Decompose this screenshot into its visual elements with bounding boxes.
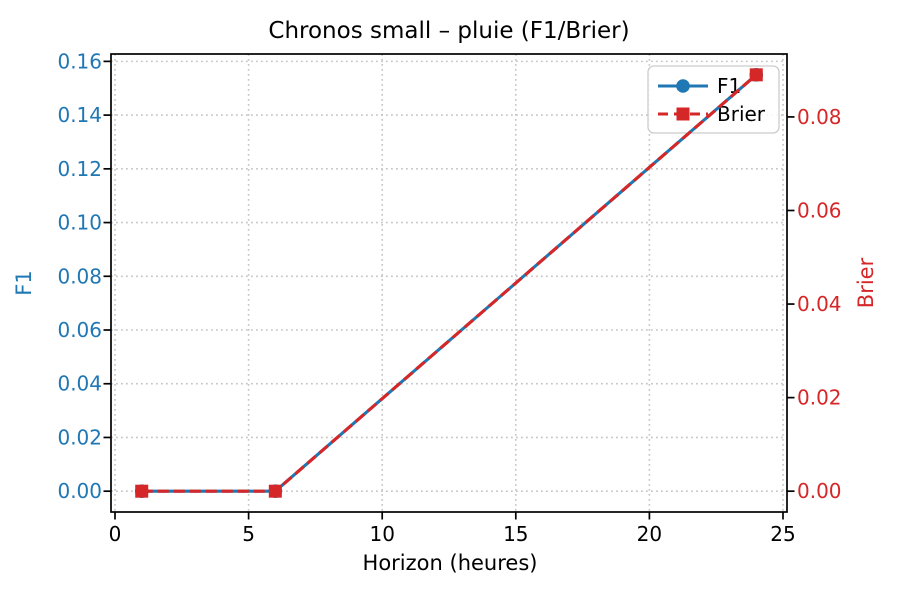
left-tick-label: 0.16: [57, 49, 102, 73]
left-tick-label: 0.08: [57, 264, 102, 288]
right-tick-label: 0.04: [797, 292, 842, 316]
left-tick-label: 0.14: [57, 103, 102, 127]
x-tick-label: 15: [503, 522, 528, 546]
x-tick-label: 5: [242, 522, 255, 546]
x-tick-label: 10: [369, 522, 394, 546]
legend-circle-marker-icon: [676, 79, 690, 93]
data-point-brier: [135, 484, 149, 498]
legend-label: F1: [717, 74, 741, 98]
x-tick-label: 25: [770, 522, 795, 546]
right-tick-label: 0.00: [797, 479, 842, 503]
right-tick-label: 0.08: [797, 105, 842, 129]
plot-border: [110, 53, 788, 513]
x-axis-label: Horizon (heures): [363, 551, 538, 575]
left-tick-label: 0.00: [57, 479, 102, 503]
x-tick-label: 0: [109, 522, 122, 546]
legend-label: Brier: [717, 102, 766, 126]
left-axis-label: F1: [12, 270, 36, 295]
left-tick-label: 0.02: [57, 425, 102, 449]
left-tick-label: 0.10: [57, 211, 102, 235]
data-point-brier: [749, 68, 763, 82]
right-tick-label: 0.06: [797, 198, 842, 222]
axes-ticks: 0 5 10 15 20 250.000.020.040.060.080.100.120.…: [57, 49, 841, 546]
right-tick-label: 0.02: [797, 386, 842, 410]
x-tick-label: 20: [637, 522, 662, 546]
chart-title: Chronos small – pluie (F1/Brier): [268, 18, 629, 44]
left-tick-label: 0.06: [57, 318, 102, 342]
series-layer: [134, 68, 764, 498]
data-point-brier: [268, 484, 282, 498]
right-axis-label: Brier: [854, 257, 878, 308]
legend-square-marker-icon: [676, 107, 690, 121]
left-tick-label: 0.12: [57, 157, 102, 181]
left-tick-label: 0.04: [57, 372, 102, 396]
